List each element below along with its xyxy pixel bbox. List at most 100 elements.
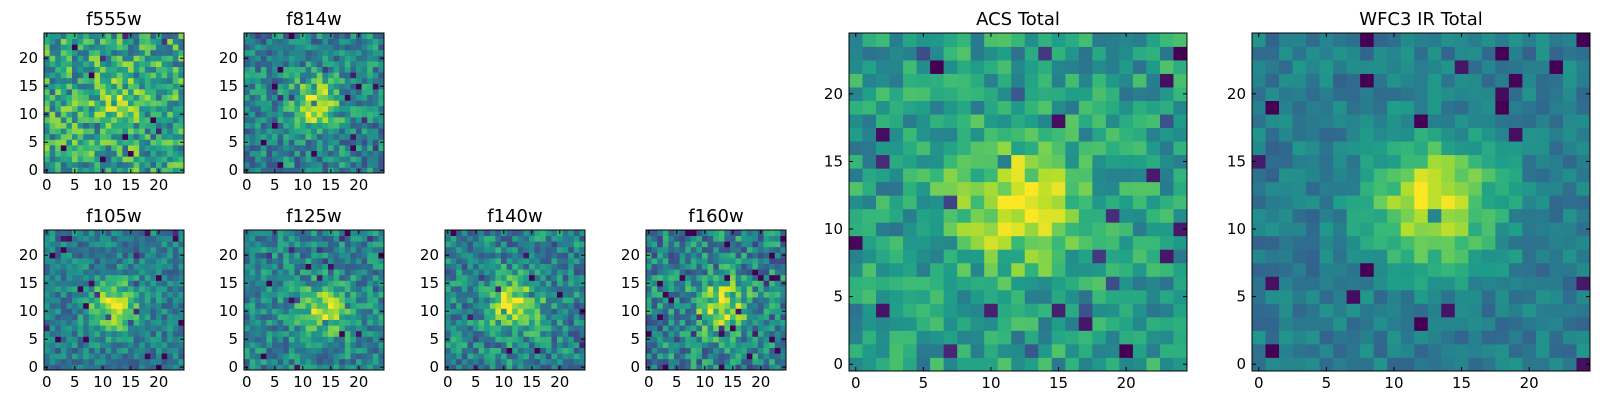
heatmap-cell xyxy=(116,111,123,118)
heatmap-cell xyxy=(461,280,468,287)
heatmap-cell xyxy=(60,269,67,276)
heatmap-cell xyxy=(77,150,84,157)
heatmap-cell xyxy=(100,61,106,67)
heatmap-cell xyxy=(111,347,118,354)
heatmap-cell xyxy=(100,308,106,315)
heatmap-cell xyxy=(344,263,351,270)
heatmap-cell xyxy=(328,330,334,337)
heatmap-cell xyxy=(495,274,502,281)
heatmap-cell xyxy=(1024,316,1039,331)
heatmap-cell xyxy=(473,280,479,287)
heatmap-cell xyxy=(322,83,329,90)
heatmap-cell xyxy=(1024,249,1039,264)
heatmap-cell xyxy=(367,342,374,348)
heatmap-cell xyxy=(461,235,468,242)
heatmap-cell xyxy=(139,364,146,371)
heatmap-cell xyxy=(668,274,675,281)
heatmap-cell xyxy=(344,336,351,343)
heatmap-cell xyxy=(372,145,379,151)
heatmap-cell xyxy=(758,325,764,332)
heatmap-cell xyxy=(294,364,301,371)
heatmap-cell xyxy=(916,289,931,304)
y-tick-label: 10 xyxy=(19,105,38,123)
heatmap-cell xyxy=(277,330,284,337)
heatmap-cell xyxy=(316,139,323,146)
heatmap-cell xyxy=(862,100,877,115)
heatmap-cell xyxy=(116,308,123,315)
heatmap-cell xyxy=(752,358,759,365)
heatmap-cell xyxy=(172,133,179,140)
heatmap-cell xyxy=(350,336,357,343)
heatmap-cell xyxy=(1427,235,1442,250)
heatmap-cell xyxy=(167,297,174,304)
heatmap-cell xyxy=(657,280,664,287)
heatmap-cell xyxy=(300,83,306,90)
heatmap-cell xyxy=(1535,208,1550,223)
heatmap-cell xyxy=(244,72,250,79)
heatmap-cell xyxy=(1105,73,1120,88)
heatmap-cell xyxy=(685,280,692,287)
heatmap-cell xyxy=(316,308,323,315)
heatmap-cell xyxy=(1146,330,1161,345)
heatmap-cell xyxy=(1535,195,1550,210)
heatmap-cell xyxy=(970,195,985,210)
heatmap-cell xyxy=(288,77,295,84)
heatmap-cell xyxy=(534,269,541,276)
heatmap-cell xyxy=(266,252,273,259)
heatmap-cell xyxy=(305,145,312,151)
heatmap-cell xyxy=(501,314,507,320)
heatmap-cell xyxy=(378,286,385,292)
heatmap-cell xyxy=(1387,235,1402,250)
heatmap-cell xyxy=(679,308,686,315)
heatmap-cell xyxy=(506,308,513,315)
heatmap-cell xyxy=(718,235,725,242)
heatmap-cell xyxy=(83,77,90,84)
heatmap-cell xyxy=(77,314,84,320)
heatmap-cell xyxy=(88,117,95,123)
y-tick-label: 15 xyxy=(621,274,640,292)
heatmap-cell xyxy=(344,128,351,135)
heatmap-cell xyxy=(44,330,50,337)
heatmap-cell xyxy=(557,308,563,315)
heatmap-cell xyxy=(255,235,262,242)
heatmap-cell xyxy=(333,235,340,242)
heatmap-cell xyxy=(651,252,658,259)
heatmap-cell xyxy=(1292,303,1307,318)
heatmap-cell xyxy=(49,297,56,304)
heatmap-cell xyxy=(266,66,273,73)
heatmap-cell xyxy=(305,33,312,39)
heatmap-cell xyxy=(344,105,351,112)
y-tick-label: 10 xyxy=(824,220,843,238)
heatmap-cell xyxy=(930,262,945,277)
heatmap-cell xyxy=(322,342,329,348)
heatmap-cell xyxy=(970,154,985,169)
heatmap-cell xyxy=(774,252,781,259)
heatmap-cell xyxy=(534,347,541,354)
heatmap-cell xyxy=(150,89,157,95)
heatmap-cell xyxy=(167,44,174,51)
heatmap-cell xyxy=(55,94,62,101)
heatmap-cell xyxy=(88,156,95,163)
heatmap-cell xyxy=(746,252,753,259)
heatmap-cell xyxy=(361,258,368,264)
heatmap-cell xyxy=(94,241,101,248)
heatmap-cell xyxy=(316,100,323,107)
heatmap-cell xyxy=(139,156,146,163)
heatmap-cell xyxy=(970,276,985,291)
heatmap-cell xyxy=(133,252,140,259)
heatmap-cell xyxy=(1306,316,1320,331)
heatmap-cell xyxy=(1038,235,1053,250)
heatmap-cell xyxy=(651,286,658,292)
heatmap-cell xyxy=(178,241,185,248)
y-tick-label: 0 xyxy=(228,358,238,376)
heatmap-cell xyxy=(300,61,306,67)
heatmap-cell xyxy=(702,252,708,259)
heatmap-cell xyxy=(88,94,95,101)
heatmap-cell xyxy=(445,330,451,337)
heatmap-cell xyxy=(356,111,362,118)
heatmap-cell xyxy=(333,246,340,253)
heatmap-cell xyxy=(283,258,290,264)
heatmap-cell xyxy=(445,291,451,298)
heatmap-cell xyxy=(551,297,558,304)
heatmap-cell xyxy=(55,263,62,270)
